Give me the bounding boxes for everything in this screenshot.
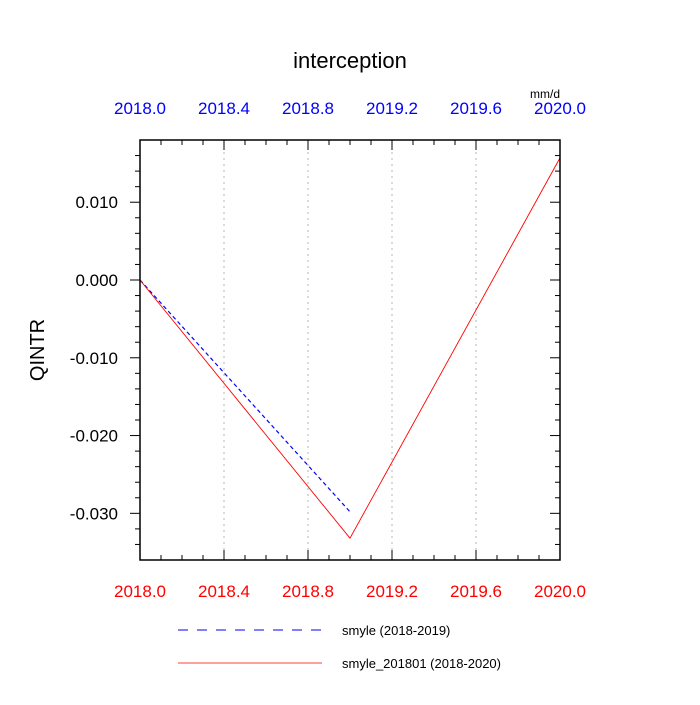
tick-labels: 2018.0 2018.0 2018.4 2018.4 2018.8 2018.8 2019… [70,99,586,601]
y-tick-label-3: -0.020 [70,427,118,446]
y-tick-label-2: -0.010 [70,349,118,368]
x-tick-label-top-5: 2020.0 [534,99,586,118]
chart-title: interception [293,48,407,73]
x-tick-label-bottom-1: 2018.4 [198,582,250,601]
y-tick-label-1: 0.000 [75,271,118,290]
series-layer [139,157,561,540]
x-tick-label-top-2: 2018.8 [282,99,334,118]
x-tick-label-top-4: 2019.6 [450,99,502,118]
legend-label-1: smyle_201801 (2018-2020) [342,656,501,671]
y-tick-label-4: -0.030 [70,504,118,523]
tick-marks [130,140,561,560]
grid-lines [223,140,477,560]
x-tick-label-bottom-4: 2019.6 [450,582,502,601]
y-axis-label: QINTR [27,319,49,381]
x-tick-label-bottom-3: 2019.2 [366,582,418,601]
x-tick-label-top-0: 2018.0 [114,99,166,118]
x-tick-label-bottom-2: 2018.8 [282,582,334,601]
x-tick-label-top-3: 2019.2 [366,99,418,118]
x-tick-label-top-1: 2018.4 [198,99,250,118]
legend-label-0: smyle (2018-2019) [342,623,450,638]
legend: smyle (2018-2019) smyle_201801 (2018-2020… [178,623,501,671]
series-line-1 [139,157,561,540]
series-line-0 [139,279,351,513]
units-label: mm/d [530,87,560,101]
x-tick-label-bottom-0: 2018.0 [114,582,166,601]
y-tick-label-0: 0.010 [75,193,118,212]
x-tick-label-bottom-5: 2020.0 [534,582,586,601]
